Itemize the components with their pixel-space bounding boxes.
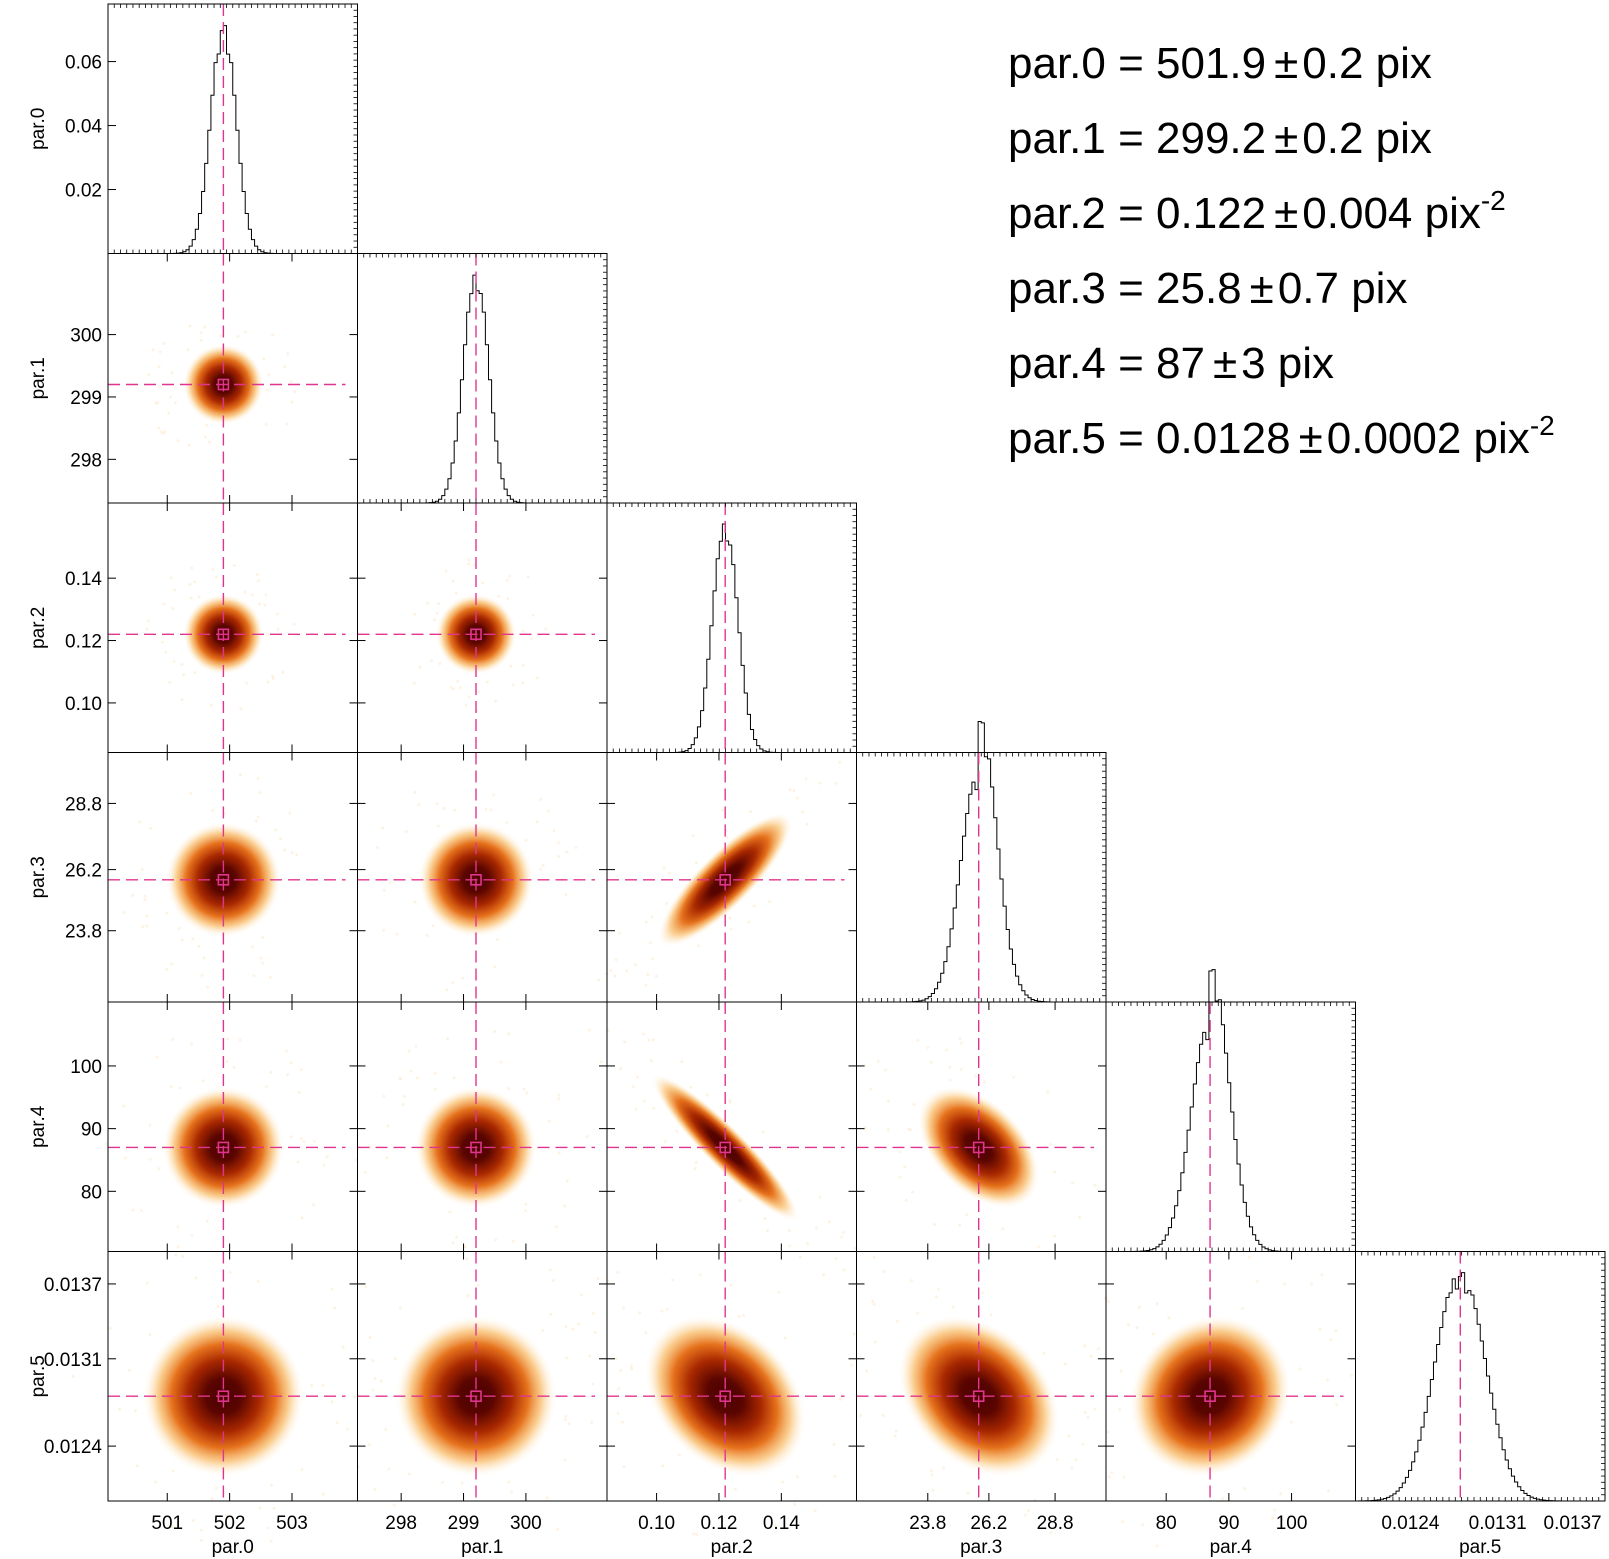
density-par.0-par.5 <box>71 1270 383 1553</box>
best-marker-5-3 <box>972 1390 985 1403</box>
best-marker-2-0 <box>217 628 230 641</box>
result-line-1: par.1 = 299.2 ±0.2 pix <box>1008 114 1432 163</box>
best-marker-3-0 <box>217 873 230 886</box>
histogram-par.1 <box>357 274 607 504</box>
ytick-par.1-1: 299 <box>70 388 102 409</box>
frame-layer <box>107 3 1606 1502</box>
panel-5-5 <box>1355 1251 1606 1502</box>
xtick-par.0-1: 502 <box>214 1513 246 1534</box>
ytick-hist-0: 0.06 <box>65 53 102 74</box>
result-line-2: par.2 = 0.122 ±0.004 pix-2 <box>1008 185 1506 238</box>
ylabel-par.5: par.5 <box>28 1355 49 1397</box>
xtick-par.5-2: 0.0137 <box>1544 1513 1602 1534</box>
xlabel-par.5: par.5 <box>1459 1537 1501 1558</box>
xtick-par.0-0: 501 <box>151 1513 183 1534</box>
best-marker-3-2 <box>719 873 732 886</box>
best-marker-4-1 <box>470 1141 482 1154</box>
xlabel-par.4: par.4 <box>1210 1537 1253 1558</box>
xlabel-par.1: par.1 <box>461 1537 503 1558</box>
density-par.0-par.3 <box>122 773 299 989</box>
density-layer <box>71 324 1354 1553</box>
ytick-par.1-2: 300 <box>70 326 102 347</box>
xtick-par.1-2: 300 <box>510 1513 542 1534</box>
best-marker-5-1 <box>470 1390 482 1403</box>
xlabel-par.0: par.0 <box>212 1537 254 1558</box>
density-par.1-par.2 <box>412 558 548 713</box>
panel-2-2 <box>606 502 857 753</box>
ytick-par.3-0: 23.8 <box>65 922 102 943</box>
xlabel-par.3: par.3 <box>960 1537 1002 1558</box>
ytick-par.5-2: 0.0137 <box>44 1275 102 1296</box>
xtick-par.2-2: 0.14 <box>763 1513 800 1534</box>
density-par.3-par.4 <box>863 1037 1097 1249</box>
ytick-par.3-1: 26.2 <box>65 861 102 882</box>
ytick-par.2-0: 0.10 <box>65 694 102 715</box>
best-marker-3-1 <box>470 873 482 886</box>
result-line-3: par.3 = 25.8 ±0.7 pix <box>1008 264 1407 313</box>
best-marker-4-2 <box>719 1141 732 1154</box>
ytick-par.2-2: 0.14 <box>65 569 102 590</box>
ylabel-par.4: par.4 <box>28 1105 49 1148</box>
best-marker-1-0 <box>217 378 230 391</box>
xtick-par.0-2: 503 <box>276 1513 308 1534</box>
histogram-par.5 <box>1355 1272 1605 1502</box>
xtick-par.4-1: 90 <box>1218 1513 1239 1534</box>
xtick-par.4-0: 80 <box>1156 1513 1177 1534</box>
density-par.3-par.5 <box>839 1255 1123 1535</box>
xtick-par.2-0: 0.10 <box>638 1513 675 1534</box>
xtick-par.3-1: 26.2 <box>970 1513 1007 1534</box>
ytick-par.3-2: 28.8 <box>65 794 102 815</box>
ytick-par.2-1: 0.12 <box>65 632 102 653</box>
panel-3-3 <box>856 752 1107 1003</box>
ytick-par.5-0: 0.0124 <box>44 1437 103 1458</box>
ytick-par.1-0: 298 <box>70 450 102 471</box>
xtick-par.5-0: 0.0124 <box>1381 1513 1440 1534</box>
xlabel-par.2: par.2 <box>711 1537 753 1558</box>
density-par.4-par.5 <box>1067 1255 1354 1548</box>
histogram-par.4 <box>1106 969 1356 1252</box>
xtick-par.5-1: 0.0131 <box>1469 1513 1527 1534</box>
xtick-par.4-2: 100 <box>1276 1513 1308 1534</box>
panel-0-0 <box>107 3 358 254</box>
best-marker-2-1 <box>470 628 482 641</box>
result-line-4: par.4 = 87 ±3 pix <box>1008 339 1334 388</box>
density-par.2-par.5 <box>565 1270 863 1537</box>
xtick-par.3-2: 28.8 <box>1037 1513 1074 1534</box>
ytick-hist-2: 0.02 <box>65 181 102 202</box>
marker-layer <box>108 4 1461 1501</box>
ylabel-par.2: par.2 <box>28 607 49 649</box>
xtick-par.1-1: 299 <box>448 1513 480 1534</box>
best-marker-4-0 <box>217 1141 230 1154</box>
histogram-par.3 <box>856 720 1106 1003</box>
label-layer: 0.06 0.04 0.02 par.0 298 299 300 par.1 0.10 0.12 0… <box>28 53 1602 1558</box>
histogram-par.2 <box>607 523 857 753</box>
result-line-5: par.5 = 0.0128 ±0.0002 pix-2 <box>1008 410 1555 463</box>
xtick-par.1-0: 298 <box>385 1513 417 1534</box>
density-par.0-par.2 <box>145 563 296 711</box>
panel-1-1 <box>357 253 608 504</box>
ylabel-par.1: par.1 <box>28 357 49 399</box>
best-marker-5-0 <box>217 1390 230 1403</box>
density-par.1-par.4 <box>355 1029 589 1249</box>
best-marker-5-2 <box>719 1390 732 1403</box>
ytick-par.4-0: 80 <box>81 1182 102 1203</box>
best-marker-4-3 <box>972 1141 985 1154</box>
ytick-hist-1: 0.04 <box>65 117 102 138</box>
ylabel-par.3: par.3 <box>28 856 49 898</box>
result-line-0: par.0 = 501.9 ±0.2 pix <box>1008 39 1432 88</box>
results-block: par.0 = 501.9 ±0.2 pix par.1 = 299.2 ±0.2 … <box>1008 39 1555 463</box>
ylabel-par.0: par.0 <box>28 108 49 150</box>
histogram-par.0 <box>108 25 358 254</box>
density-par.0-par.1 <box>147 324 297 447</box>
ytick-par.4-1: 90 <box>81 1120 102 1141</box>
xtick-par.3-0: 23.8 <box>909 1513 946 1534</box>
panel-4-4 <box>1105 1001 1356 1252</box>
density-par.2-par.3 <box>596 760 842 987</box>
ytick-par.4-2: 100 <box>70 1057 102 1078</box>
ytick-par.5-1: 0.0131 <box>44 1350 102 1371</box>
xtick-par.2-1: 0.12 <box>700 1513 737 1534</box>
best-marker-5-4 <box>1204 1390 1216 1403</box>
